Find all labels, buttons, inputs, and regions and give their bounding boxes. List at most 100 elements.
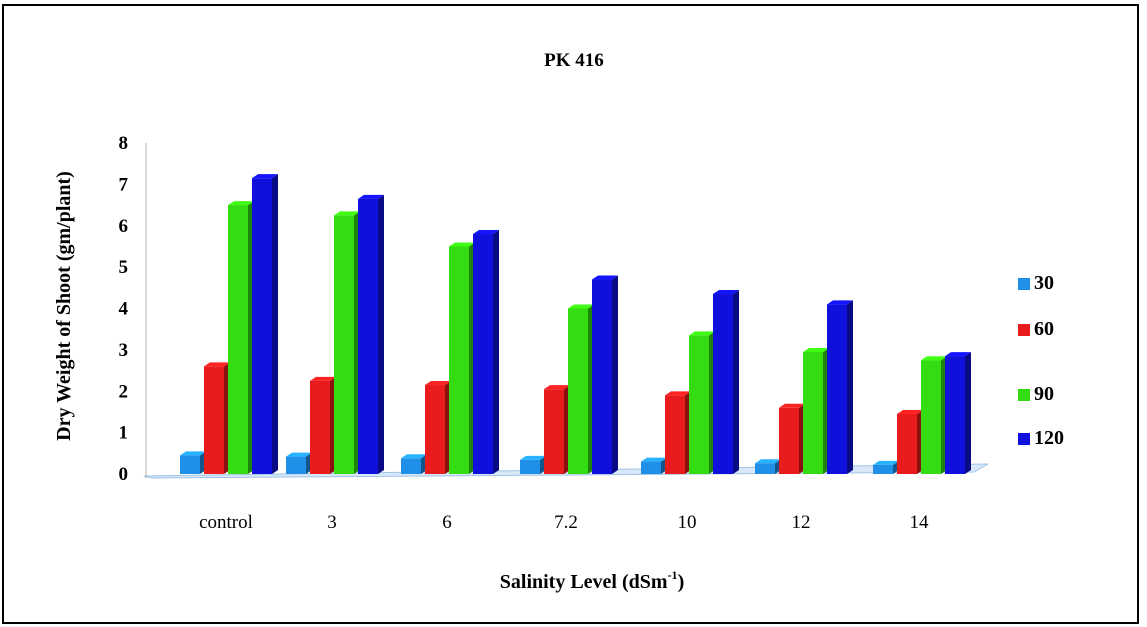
legend-label: 120 [1034, 427, 1064, 449]
legend-item-30: 30 [1018, 272, 1054, 294]
bar-top [425, 381, 451, 386]
bar-top [252, 174, 278, 179]
legend: 30 60 90 120 [1018, 272, 1064, 449]
bar-30-7.2 [520, 455, 546, 474]
bar-side [272, 174, 278, 474]
bar-top [180, 451, 206, 456]
bar-120-6 [473, 230, 499, 474]
bar-top [945, 352, 971, 357]
y-tick-label: 8 [119, 133, 129, 154]
bar-30-12 [755, 459, 781, 474]
x-axis-label: Salinity Level (dSm-1) [500, 568, 684, 593]
bar-90-7.2 [568, 304, 594, 474]
bar-30-10 [641, 457, 667, 474]
bar-front [544, 389, 564, 474]
legend-label: 30 [1034, 272, 1054, 294]
bar-top [665, 391, 691, 396]
bar-top [204, 362, 230, 367]
bar-front [689, 335, 709, 474]
bar-90-14 [921, 356, 947, 474]
y-tick-label: 5 [119, 257, 129, 278]
x-tick-label: 3 [327, 512, 337, 533]
bar-side [847, 300, 853, 474]
bar-front [180, 455, 200, 474]
bar-top [713, 290, 739, 295]
bar-120-3 [358, 194, 384, 474]
bar-90-3 [334, 211, 360, 474]
bar-front [897, 414, 917, 474]
x-tick-label: 14 [910, 512, 930, 533]
bar-top [897, 410, 923, 415]
chart-frame: PK 416 Dry Weight of Shoot (gm/plant) Sa… [2, 4, 1139, 624]
bar-30-control [180, 451, 206, 474]
y-tick-label: 4 [119, 299, 129, 320]
bar-side [612, 275, 618, 474]
bar-top [803, 347, 829, 352]
bar-top [473, 230, 499, 235]
legend-label: 60 [1034, 318, 1054, 340]
bar-front [665, 395, 685, 474]
bar-front [803, 351, 823, 474]
bar-front [449, 246, 469, 474]
legend-item-90: 90 [1018, 383, 1054, 405]
bar-top [544, 385, 570, 390]
bar-top [358, 194, 384, 199]
bar-120-10 [713, 290, 739, 474]
x-tick-label: 7.2 [554, 512, 578, 533]
legend-swatch [1018, 433, 1030, 445]
bar-top [310, 376, 336, 381]
bar-front [334, 215, 354, 474]
bar-60-control [204, 362, 230, 474]
bar-front [204, 366, 224, 474]
bar-top [286, 452, 312, 457]
bar-60-7.2 [544, 385, 570, 474]
bar-top [689, 331, 715, 336]
bar-120-control [252, 174, 278, 474]
bar-front [473, 234, 493, 474]
bar-30-14 [873, 460, 899, 474]
bar-60-3 [310, 376, 336, 474]
bar-60-14 [897, 410, 923, 474]
bar-top [228, 201, 254, 206]
x-tick-label: 10 [678, 512, 697, 533]
bar-top [755, 459, 781, 464]
legend-swatch [1018, 278, 1030, 290]
bar-90-10 [689, 331, 715, 474]
legend-swatch [1018, 389, 1030, 401]
x-axis-label-superscript: -1 [668, 568, 678, 582]
bar-120-7.2 [592, 275, 618, 474]
bar-front [568, 308, 588, 474]
bar-front [520, 459, 540, 474]
bar-front [641, 461, 661, 474]
bar-front [310, 380, 330, 474]
bar-top [827, 300, 853, 305]
y-axis-label: Dry Weight of Shoot (gm/plant) [53, 171, 75, 441]
bar-top [401, 454, 427, 459]
legend-swatch [1018, 324, 1030, 336]
x-axis-label-main: Salinity Level (dSm [500, 571, 668, 593]
y-tick-label: 0 [119, 464, 129, 485]
legend-item-60: 60 [1018, 318, 1054, 340]
bar-side [965, 352, 971, 474]
bar-front [945, 356, 965, 474]
x-tick-label: 12 [792, 512, 811, 533]
bar-front [873, 464, 893, 474]
legend-item-120: 120 [1018, 427, 1064, 449]
bar-90-6 [449, 242, 475, 474]
bar-top [592, 275, 618, 280]
bar-front [286, 456, 306, 474]
bar-front [921, 360, 941, 474]
chart-canvas: PK 416 Dry Weight of Shoot (gm/plant) Sa… [53, 50, 1064, 593]
bar-120-14 [945, 352, 971, 474]
bar-top [568, 304, 594, 309]
bar-side [378, 194, 384, 474]
bar-top [873, 460, 899, 465]
bar-front [779, 407, 799, 474]
bar-front [425, 385, 445, 474]
bar-side [733, 290, 739, 474]
y-tick-label: 2 [119, 381, 129, 402]
bar-top [520, 455, 546, 460]
y-tick-label: 6 [119, 216, 129, 237]
bar-front [252, 178, 272, 474]
